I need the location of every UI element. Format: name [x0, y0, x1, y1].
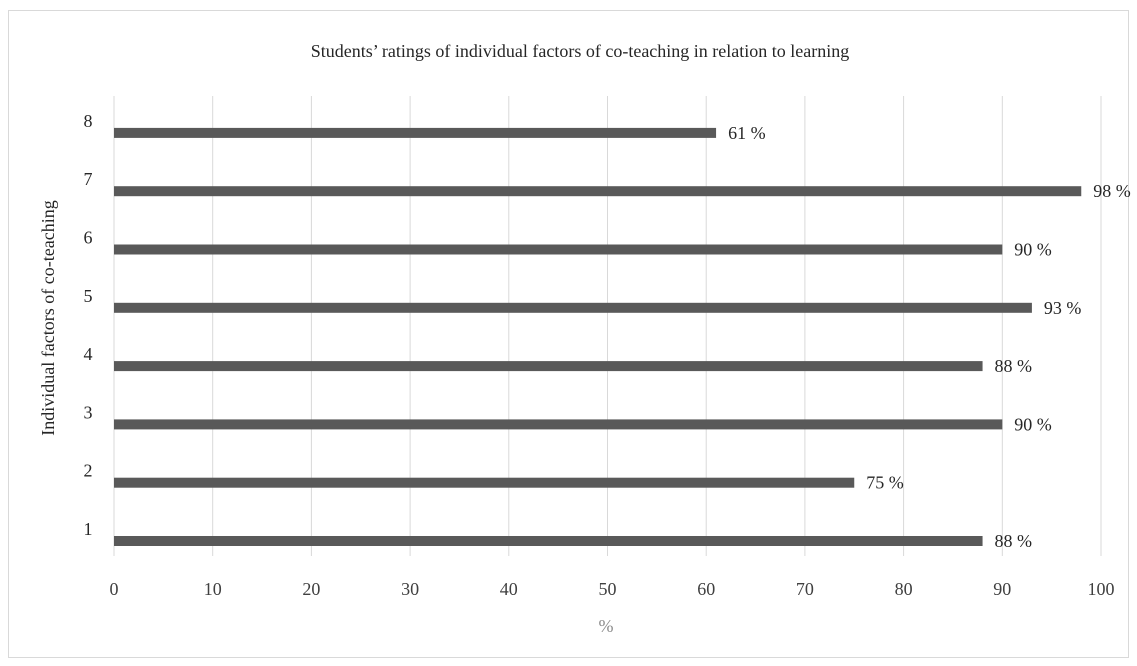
bar-7 — [114, 186, 1082, 197]
y-tick-label: 8 — [84, 111, 93, 131]
data-label: 88 % — [995, 531, 1033, 551]
data-label: 98 % — [1093, 181, 1131, 201]
data-label: 90 % — [1014, 414, 1052, 434]
x-tick-label: 90 — [993, 579, 1011, 599]
data-label: 75 % — [866, 473, 904, 493]
y-tick-label: 7 — [84, 169, 93, 189]
data-label: 93 % — [1044, 298, 1082, 318]
bar-8 — [114, 127, 717, 138]
x-tick-label: 70 — [796, 579, 814, 599]
data-label: 61 % — [728, 123, 766, 143]
bar-6 — [114, 244, 1003, 255]
y-tick-label: 4 — [84, 344, 93, 364]
bar-4 — [114, 361, 983, 372]
x-axis-ticks: 0 10 20 30 40 50 60 70 80 90 100 — [110, 579, 1115, 599]
x-tick-label: 10 — [204, 579, 222, 599]
data-labels: 88 % 75 % 90 % 88 % 93 % 90 % 98 % 61 % — [728, 123, 1131, 551]
x-tick-label: 40 — [500, 579, 518, 599]
data-label: 90 % — [1014, 240, 1052, 260]
x-axis-label: % — [599, 616, 614, 636]
x-tick-label: 50 — [599, 579, 617, 599]
y-tick-label: 5 — [84, 286, 93, 306]
x-tick-label: 20 — [302, 579, 320, 599]
bar-3 — [114, 419, 1003, 430]
bar-1 — [114, 536, 983, 546]
chart-frame — [8, 10, 1129, 658]
y-tick-label: 6 — [84, 228, 93, 248]
y-tick-label: 3 — [84, 402, 93, 422]
x-tick-label: 80 — [895, 579, 913, 599]
x-tick-label: 0 — [110, 579, 119, 599]
chart-title: Students’ ratings of individual factors … — [311, 41, 850, 61]
y-axis-label: Individual factors of co-teaching — [38, 200, 58, 435]
x-tick-label: 60 — [697, 579, 715, 599]
x-tick-label: 100 — [1088, 579, 1115, 599]
y-tick-label: 2 — [84, 461, 93, 481]
data-label: 88 % — [995, 356, 1033, 376]
x-tick-label: 30 — [401, 579, 419, 599]
bar-5 — [114, 302, 1032, 313]
y-tick-label: 1 — [84, 519, 93, 539]
bar-2 — [114, 477, 855, 488]
y-axis-ticks: 1 2 3 4 5 6 7 8 — [84, 111, 93, 539]
bars — [114, 127, 1082, 546]
